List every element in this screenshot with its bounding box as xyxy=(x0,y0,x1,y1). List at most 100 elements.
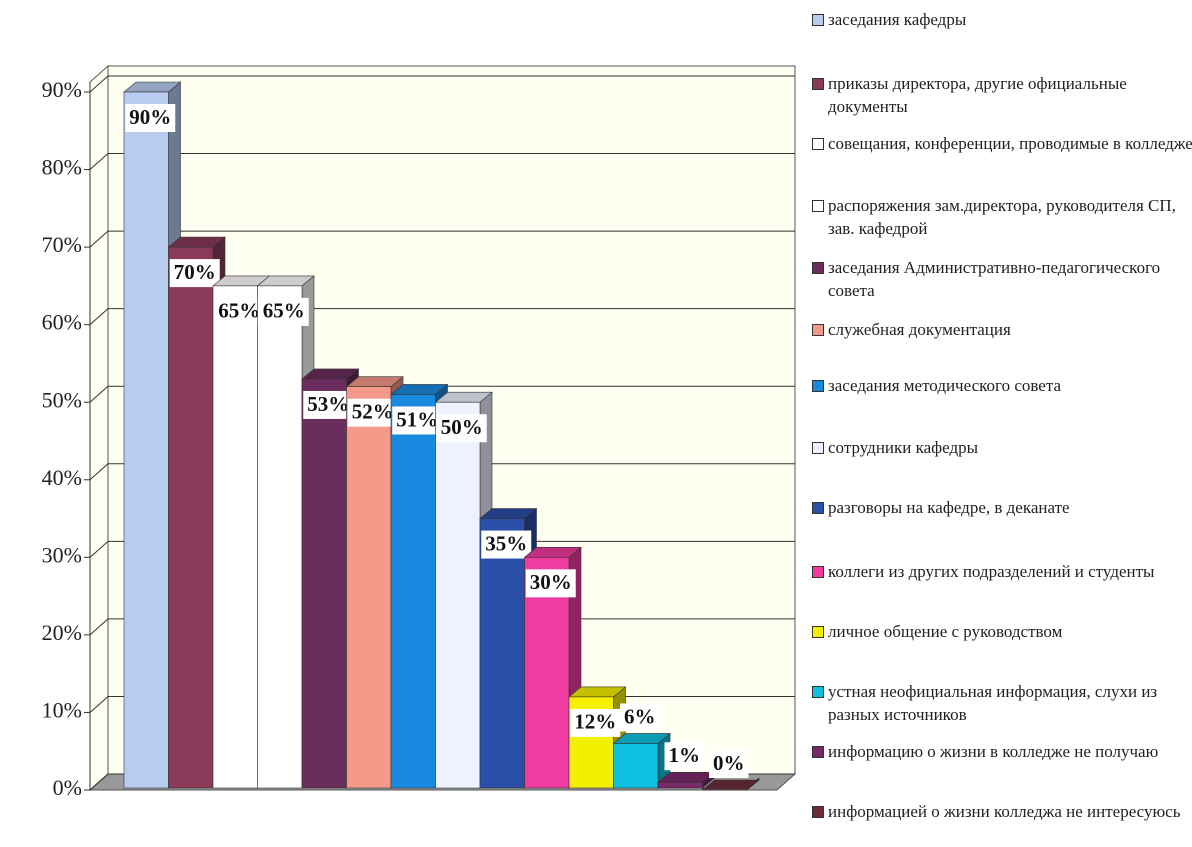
legend-swatch xyxy=(812,78,824,90)
value-label: 52% xyxy=(352,400,394,424)
bar xyxy=(612,732,671,789)
side-wall xyxy=(89,64,109,792)
legend-label: коллеги из других подразделений и студен… xyxy=(828,562,1155,581)
value-label-bg xyxy=(709,750,749,778)
legend-swatch xyxy=(812,626,824,638)
value-label-bg xyxy=(303,390,354,419)
value-label: 30% xyxy=(530,570,572,594)
value-label-bg xyxy=(525,569,576,598)
legend-item: служебная документация xyxy=(812,318,1192,341)
legend-swatch xyxy=(812,324,824,336)
legend-item: заседания Административно-педагогическог… xyxy=(812,256,1192,302)
legend-label: заседания кафедры xyxy=(828,10,967,29)
y-tick-label: 30% xyxy=(42,542,82,567)
value-label-bg xyxy=(436,414,487,443)
legend-swatch xyxy=(812,502,824,514)
bar-front xyxy=(212,285,258,789)
y-tick-label: 60% xyxy=(42,310,82,335)
grid-line xyxy=(89,540,795,558)
legend-label: заседания Административно-педагогическог… xyxy=(828,258,1161,300)
legend-swatch xyxy=(812,746,824,758)
grid-line xyxy=(89,463,795,481)
legend-swatch xyxy=(812,566,824,578)
grid-line xyxy=(89,153,795,170)
legend-swatch xyxy=(812,138,824,150)
value-label: 51% xyxy=(396,407,438,431)
y-tick-label: 90% xyxy=(42,77,82,102)
grid-line xyxy=(89,230,795,248)
value-label: 65% xyxy=(263,299,305,323)
bar-front xyxy=(123,91,169,789)
legend-label: устная неофициальная информация, слухи и… xyxy=(828,682,1158,724)
value-label-bg xyxy=(481,530,532,559)
legend-swatch xyxy=(812,200,824,212)
legend-item: совещания, конференции, проводимые в кол… xyxy=(812,132,1192,155)
value-label: 50% xyxy=(441,415,483,439)
y-tick-label: 80% xyxy=(42,155,82,180)
bar-front xyxy=(702,787,748,791)
y-tick-label: 0% xyxy=(53,775,82,800)
legend-label: сотрудники кафедры xyxy=(828,438,979,457)
bar-front xyxy=(435,401,481,789)
grid-line xyxy=(89,385,795,403)
value-label-bg xyxy=(125,104,176,132)
legend-item: распоряжения зам.директора, руководителя… xyxy=(812,194,1192,240)
value-label-bg xyxy=(664,742,704,771)
legend: заседания кафедры приказы директора, друг… xyxy=(812,0,1192,847)
legend-swatch xyxy=(812,442,824,454)
bar xyxy=(701,777,760,791)
bar-front xyxy=(346,386,392,789)
legend-item: заседания методического совета xyxy=(812,374,1192,397)
y-tick-label: 40% xyxy=(42,465,82,490)
grid-line xyxy=(89,308,795,326)
legend-item: заседания кафедры xyxy=(812,8,1192,31)
value-label: 0% xyxy=(713,751,745,775)
legend-item: личное общение с руководством xyxy=(812,620,1192,643)
legend-swatch xyxy=(812,380,824,392)
value-label: 12% xyxy=(574,710,616,734)
legend-label: разговоры на кафедре, в деканате xyxy=(828,498,1070,517)
bar-front xyxy=(613,743,659,789)
value-label-bg xyxy=(570,708,621,737)
value-label-bg xyxy=(620,703,660,732)
legend-label: распоряжения зам.директора, руководителя… xyxy=(828,196,1176,238)
legend-swatch xyxy=(812,14,824,26)
legend-label: приказы директора, другие официальные до… xyxy=(828,74,1127,116)
y-tick-label: 50% xyxy=(42,387,82,412)
grid-line xyxy=(89,75,795,93)
value-label: 65% xyxy=(218,299,260,323)
value-label-bg xyxy=(169,259,220,288)
legend-item: информацию о жизни в колледже не получаю xyxy=(812,740,1192,763)
y-tick-label: 10% xyxy=(42,697,82,722)
legend-item: сотрудники кафедры xyxy=(812,436,1192,459)
legend-item: приказы директора, другие официальные до… xyxy=(812,72,1192,118)
bar-front xyxy=(657,781,703,789)
legend-label: информацию о жизни в колледже не получаю xyxy=(828,742,1159,761)
value-label: 90% xyxy=(129,105,171,129)
legend-swatch xyxy=(812,686,824,698)
legend-item: информацией о жизни колледжа не интересу… xyxy=(812,800,1192,823)
chart: 0%10%20%30%40%50%60%70%80%90%90%70%65% 65… xyxy=(42,64,797,800)
y-tick-label: 20% xyxy=(42,620,82,645)
legend-label: личное общение с руководством xyxy=(828,622,1063,641)
legend-label: заседания методического совета xyxy=(828,376,1062,395)
bar-front xyxy=(479,518,525,789)
value-label-bg xyxy=(347,398,398,427)
legend-label: совещания, конференции, проводимые в кол… xyxy=(828,134,1192,153)
value-label: 1% xyxy=(669,743,701,767)
legend-item: разговоры на кафедре, в деканате xyxy=(812,496,1192,519)
value-label: 35% xyxy=(485,531,527,555)
bar-front xyxy=(257,285,303,789)
legend-swatch xyxy=(812,262,824,274)
value-label-bg xyxy=(258,297,309,326)
bar-front xyxy=(301,378,347,789)
legend-item: устная неофициальная информация, слухи и… xyxy=(812,680,1192,726)
value-label-bg xyxy=(214,297,265,326)
y-tick-label: 70% xyxy=(42,232,82,257)
legend-item: коллеги из других подразделений и студен… xyxy=(812,560,1192,583)
value-label: 53% xyxy=(307,392,349,416)
legend-label: служебная документация xyxy=(828,320,1011,339)
bar-front xyxy=(168,246,214,789)
value-label: 6% xyxy=(624,704,656,728)
